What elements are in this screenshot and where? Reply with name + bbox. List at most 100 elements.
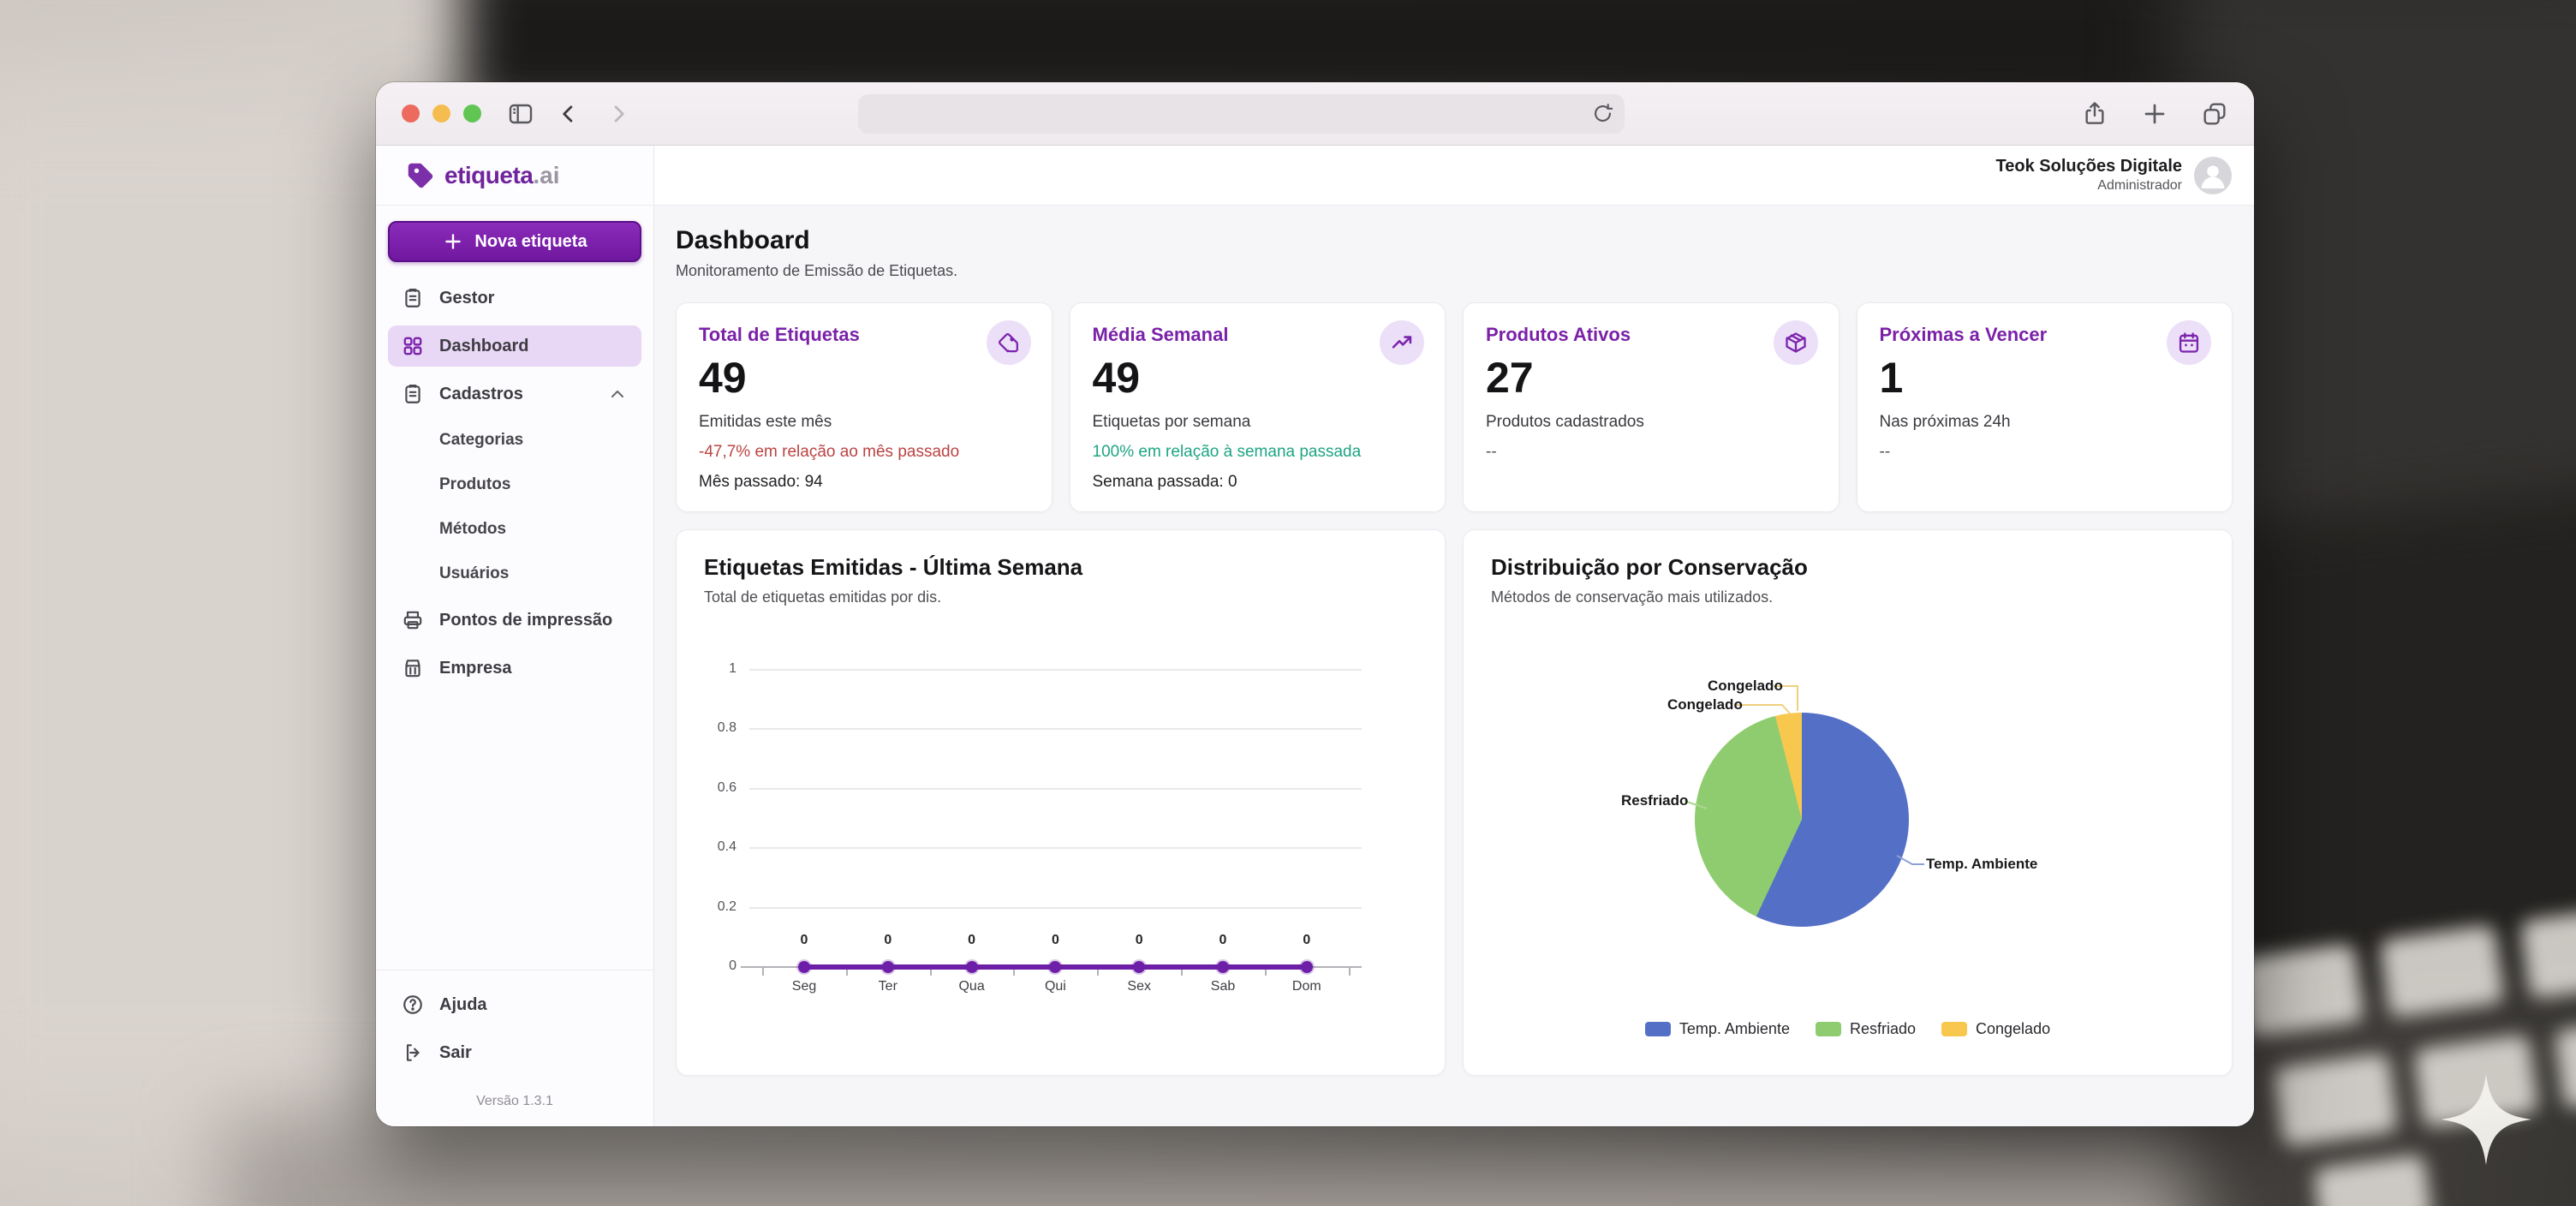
close-button[interactable] xyxy=(402,104,420,122)
stat-card-proximas-a-vencer: Próximas a Vencer 1 Nas próximas 24h -- xyxy=(1856,302,2233,512)
pie-slice-label: Temp. Ambiente xyxy=(1926,856,2038,872)
x-axis-tick xyxy=(1181,968,1183,976)
safari-window: etiqueta.ai Nova etiqueta Gestor Da xyxy=(376,82,2254,1126)
stat-card-total-etiquetas: Total de Etiquetas 49 Emitidas este mês … xyxy=(676,302,1052,512)
sidebar-toggle-icon[interactable] xyxy=(507,100,534,128)
legend-item[interactable]: Resfriado xyxy=(1815,1020,1917,1038)
x-axis-category-label: Ter xyxy=(878,979,897,994)
bg-keyboard-key xyxy=(2313,1154,2433,1206)
stat-card-delta: 100% em relação à semana passada xyxy=(1092,443,1362,461)
stat-card-title: Média Semanal xyxy=(1092,324,1229,345)
pie-slice-label: Resfriado xyxy=(1621,792,1689,809)
data-point-marker xyxy=(1049,961,1062,973)
stat-card-title: Total de Etiquetas xyxy=(699,324,860,345)
bg-keyboard-key xyxy=(2273,1053,2399,1147)
new-tab-icon[interactable] xyxy=(2141,100,2168,128)
line-chart-subtitle: Total de etiquetas emitidas por dis. xyxy=(704,588,942,606)
logo-brand-text: etiqueta xyxy=(444,161,534,188)
data-point-marker xyxy=(1300,961,1313,973)
sidebar-subitem-label: Categorias xyxy=(439,431,524,449)
browser-toolbar xyxy=(376,82,2254,146)
x-axis-tick xyxy=(1348,968,1351,976)
sidebar-subitem-produtos[interactable]: Produtos xyxy=(388,466,641,504)
page-title: Dashboard xyxy=(676,226,810,254)
data-point-marker xyxy=(1217,961,1229,973)
sidebar-subitem-categorias[interactable]: Categorias xyxy=(388,421,641,459)
y-axis-tick-label: 0 xyxy=(729,958,736,973)
new-label-button[interactable]: Nova etiqueta xyxy=(388,221,641,262)
x-axis-tick xyxy=(762,968,764,976)
sidebar-item-label: Sair xyxy=(439,1042,472,1062)
pie-slice-label: Congelado xyxy=(1667,696,1743,713)
share-icon[interactable] xyxy=(2081,100,2108,128)
data-point-marker xyxy=(965,961,978,973)
clipboard-icon xyxy=(402,383,424,405)
pie-legend: Temp. Ambiente Resfriado Congelado xyxy=(1464,1020,2232,1038)
stat-cards-row: Total de Etiquetas 49 Emitidas este mês … xyxy=(676,302,2233,512)
sidebar-item-empresa[interactable]: Empresa xyxy=(388,648,641,689)
data-point-label: 0 xyxy=(800,933,808,947)
content-header: Teok Soluções Digitale Administrador xyxy=(654,146,2254,206)
y-gridline xyxy=(749,906,1362,909)
company-building-icon xyxy=(402,657,424,679)
data-point-label: 0 xyxy=(1219,933,1227,947)
zoom-button[interactable] xyxy=(463,104,481,122)
address-bar[interactable] xyxy=(858,93,1625,134)
clipboard-icon xyxy=(402,287,424,309)
stat-card-title: Produtos Ativos xyxy=(1486,324,1631,345)
bg-desk-edge xyxy=(223,1113,2192,1206)
legend-label: Resfriado xyxy=(1849,1020,1917,1037)
stat-card-value: 1 xyxy=(1879,354,1904,402)
back-button[interactable] xyxy=(557,102,581,126)
sidebar-subitem-label: Usuários xyxy=(439,564,510,582)
legend-item[interactable]: Congelado xyxy=(1941,1020,2050,1038)
sidebar-item-ajuda[interactable]: Ajuda xyxy=(388,984,641,1025)
y-gridline xyxy=(749,669,1362,671)
traffic-lights xyxy=(402,104,481,122)
stat-card-description: Produtos cadastrados xyxy=(1486,413,1644,431)
stat-card-description: Etiquetas por semana xyxy=(1092,413,1251,431)
reload-icon[interactable] xyxy=(1591,102,1614,128)
forward-button[interactable] xyxy=(606,102,630,126)
sidebar-item-label: Gestor xyxy=(439,288,495,307)
sidebar-item-gestor[interactable]: Gestor xyxy=(388,278,641,319)
legend-label: Temp. Ambiente xyxy=(1679,1020,1790,1037)
legend-label: Congelado xyxy=(1976,1020,2051,1037)
sidebar-item-pontos-de-impressao[interactable]: Pontos de impressão xyxy=(388,600,641,641)
sidebar-item-label: Empresa xyxy=(439,658,512,678)
stat-card-value: 49 xyxy=(699,354,747,402)
printer-icon xyxy=(402,609,424,631)
sidebar-nav: Gestor Dashboard Cadastros xyxy=(376,272,653,694)
y-axis-tick-label: 0.8 xyxy=(717,720,736,736)
legend-swatch xyxy=(1644,1022,1671,1036)
app-logo: etiqueta.ai xyxy=(376,146,653,206)
sidebar-item-dashboard[interactable]: Dashboard xyxy=(388,325,641,367)
legend-item[interactable]: Temp. Ambiente xyxy=(1644,1020,1790,1038)
x-axis-tick xyxy=(1013,968,1016,976)
stat-card-title: Próximas a Vencer xyxy=(1879,324,2048,345)
pie-callout-leader xyxy=(1736,704,1792,715)
bg-keyboard-key xyxy=(2239,943,2364,1037)
pie-chart-subtitle: Métodos de conservação mais utilizados. xyxy=(1491,588,1774,606)
tab-overview-icon[interactable] xyxy=(2201,100,2228,128)
minimize-button[interactable] xyxy=(432,104,450,122)
sidebar-item-sair[interactable]: Sair xyxy=(388,1032,641,1073)
x-axis-category-label: Qui xyxy=(1044,979,1066,994)
data-point-marker xyxy=(1133,961,1146,973)
x-axis-tick xyxy=(845,968,848,976)
data-point-marker xyxy=(881,961,894,973)
plus-icon xyxy=(445,234,462,249)
data-point-label: 0 xyxy=(884,933,892,947)
stat-card-description: Nas próximas 24h xyxy=(1879,413,2011,431)
y-axis-tick-label: 0.4 xyxy=(717,839,736,855)
avatar[interactable] xyxy=(2194,156,2232,194)
legend-swatch xyxy=(1815,1022,1841,1036)
line-chart-title: Etiquetas Emitidas - Última Semana xyxy=(704,554,1083,580)
stat-card-media-semanal: Média Semanal 49 Etiquetas por semana 10… xyxy=(1069,302,1446,512)
logo-suffix-text: .ai xyxy=(533,161,560,188)
y-axis-tick-label: 1 xyxy=(729,661,736,676)
sidebar-subitem-metodos[interactable]: Métodos xyxy=(388,510,641,548)
sidebar-item-cadastros[interactable]: Cadastros xyxy=(388,373,641,415)
sidebar-subitem-usuarios[interactable]: Usuários xyxy=(388,555,641,593)
sidebar-item-label: Pontos de impressão xyxy=(439,610,613,630)
